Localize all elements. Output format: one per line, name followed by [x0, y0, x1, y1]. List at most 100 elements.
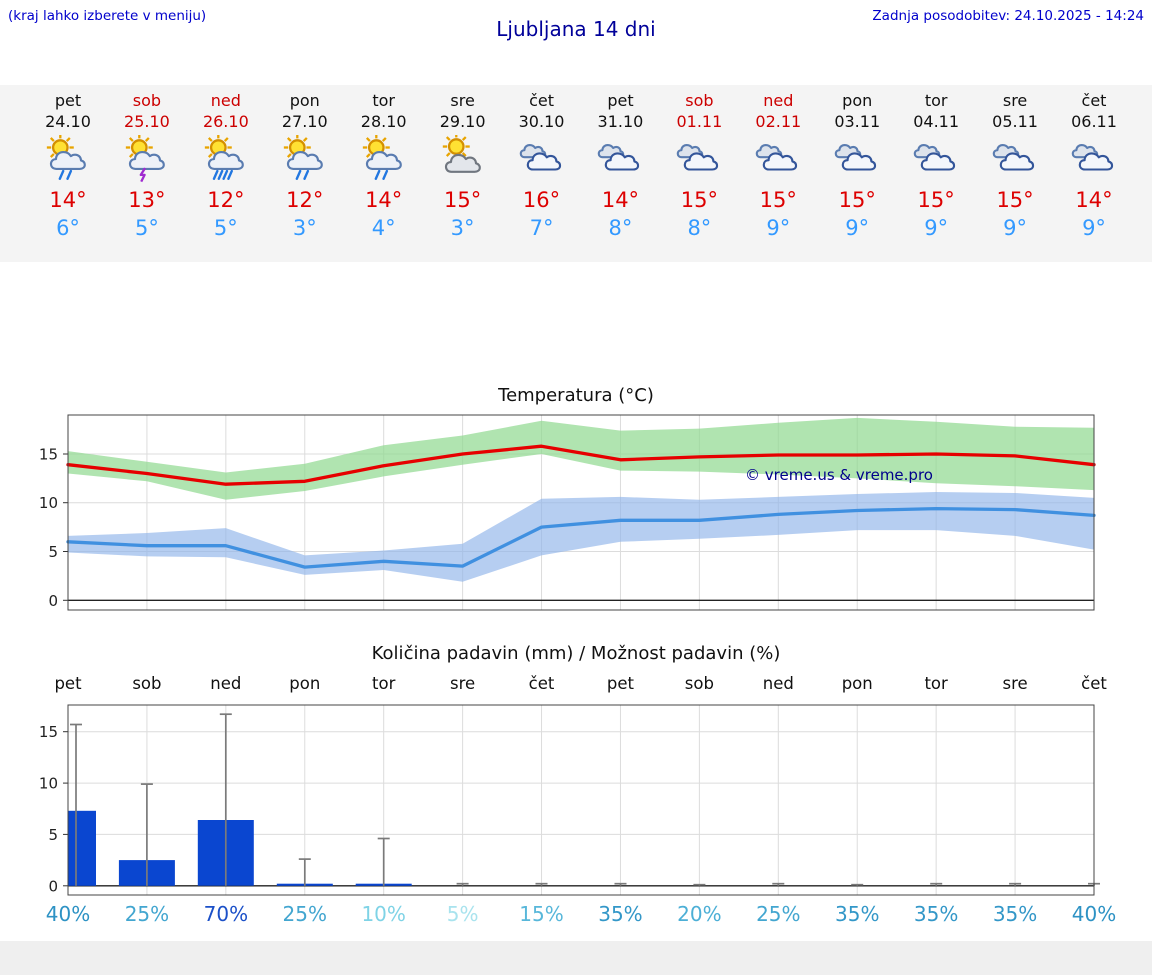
sun-cloud-showers-icon [345, 134, 423, 187]
forecast-day-06.11: čet 06.11 14° 9° [1055, 85, 1133, 240]
day-name: sre [1002, 91, 1028, 110]
y-tick-label: 10 [39, 775, 58, 793]
precip-day-label: pon [841, 674, 873, 693]
precip-probabilities: 40% 25% 70% 25% 10% 5% 15% 35% 20% 25% 35% 35% 35% 40… [0, 902, 1152, 932]
min-temp: 3° [450, 216, 475, 240]
day-name: čet [1081, 91, 1107, 110]
min-temp: 5° [134, 216, 159, 240]
day-name: pet [607, 91, 634, 110]
day-date: 03.11 [834, 112, 881, 131]
forecast-day-24.10: pet 24.10 14° 6° [29, 85, 107, 240]
day-date: 26.10 [202, 112, 249, 131]
sun-cloud-rain-icon [187, 134, 265, 187]
day-date: 25.10 [124, 112, 170, 131]
day-name: pon [289, 91, 320, 110]
day-date: 06.11 [1071, 112, 1117, 131]
precip-probability: 25% [124, 902, 170, 926]
last-update: Zadnja posodobitev: 24.10.2025 - 14:24 [872, 8, 1144, 24]
forecast-day-03.11: pon 03.11 15° 9° [818, 85, 896, 240]
precip-day-labels: pet sob ned pon tor sre čet pet sob ned pon tor sre č… [0, 674, 1152, 696]
min-temp: 4° [371, 216, 396, 240]
forecast-days: pet 24.10 14° 6° sob 25.10 13° 5° ned 26.10 12° 5° p… [0, 85, 1152, 262]
day-name: sob [685, 91, 714, 110]
sun-cloud-icon [424, 133, 502, 187]
precip-probability: 40% [1071, 902, 1117, 926]
precip-probability: 20% [677, 902, 722, 926]
cloudy-icon [976, 135, 1054, 187]
day-date: 31.10 [597, 112, 644, 131]
temperature-line [66, 506, 1096, 569]
precipitation-chart: 0 5 10 15 [39, 704, 1100, 896]
forecast-day-26.10: ned 26.10 12° 5° [187, 85, 265, 240]
y-tick-label: 5 [48, 826, 58, 844]
temperature-line [66, 444, 1096, 486]
precip-day-label: čet [528, 674, 555, 693]
day-name: ned [210, 91, 241, 110]
temperature-band [68, 492, 1094, 582]
precip-probability: 35% [992, 902, 1038, 926]
max-temp: 14° [601, 188, 640, 212]
min-temp: 8° [608, 216, 633, 240]
day-date: 30.10 [518, 112, 565, 131]
precip-day-label: sre [450, 674, 476, 693]
precip-probability: 25% [282, 902, 327, 926]
precip-day-label: ned [762, 674, 794, 693]
location-hint: (kraj lahko izberete v meniju) [8, 8, 207, 24]
day-name: pon [842, 91, 873, 110]
forecast-day-01.11: sob 01.11 15° 8° [660, 85, 738, 240]
max-temp: 16° [522, 188, 561, 212]
max-temp: 12° [207, 188, 245, 212]
precip-day-label: pon [289, 674, 321, 693]
temperature-chart: 0 5 10 15 © vreme.us & vreme.pro [39, 414, 1096, 611]
cloudy-icon [818, 135, 896, 187]
day-name: tor [924, 91, 948, 110]
forecast-day-28.10: tor 28.10 14° 4° [345, 85, 423, 240]
forecast-day-30.10: čet 30.10 16° 7° [503, 85, 581, 240]
temperature-band [68, 417, 1094, 500]
page-title: Ljubljana 14 dni [496, 17, 656, 41]
precip-probability: 15% [519, 902, 564, 926]
forecast-day-29.10: sre 29.10 15° 3° [424, 85, 502, 240]
max-temp: 15° [443, 188, 482, 212]
sun-cloud-showers-icon [266, 134, 344, 187]
y-tick-label: 15 [39, 723, 58, 741]
precip-probability: 35% [834, 902, 880, 926]
cloudy-icon [581, 135, 659, 187]
max-temp: 14° [49, 188, 87, 212]
y-tick-label: 15 [39, 446, 58, 464]
day-date: 04.11 [913, 112, 960, 131]
footer-strip [0, 941, 1152, 975]
min-temp: 9° [924, 216, 949, 240]
day-date: 27.10 [281, 112, 328, 131]
temperature-chart-title: Temperatura (°C) [498, 385, 654, 406]
cloudy-icon [739, 135, 817, 187]
precip-day-label: ned [210, 674, 242, 693]
min-temp: 8° [687, 216, 712, 240]
precip-day-label: čet [1081, 674, 1107, 693]
day-name: ned [763, 91, 794, 110]
day-name: čet [529, 91, 554, 110]
max-temp: 14° [1075, 188, 1113, 212]
plot-frame [67, 704, 1095, 896]
day-name: tor [372, 91, 395, 110]
day-date: 29.10 [439, 112, 486, 131]
precip-day-label: pet [606, 674, 635, 693]
max-temp: 15° [680, 188, 718, 212]
y-tick-label: 5 [48, 543, 58, 561]
max-temp: 13° [128, 188, 166, 212]
min-temp: 9° [845, 216, 870, 240]
plot-frame [67, 414, 1095, 611]
min-temp: 3° [292, 216, 317, 240]
precip-bar [68, 810, 96, 886]
precip-day-label: sre [1002, 674, 1028, 693]
day-date: 02.11 [755, 112, 802, 131]
precip-day-label: sob [684, 674, 714, 693]
watermark: © vreme.us & vreme.pro [745, 466, 933, 484]
precip-probability: 35% [913, 902, 959, 926]
forecast-day-02.11: ned 02.11 15° 9° [739, 85, 817, 240]
min-temp: 9° [1082, 216, 1106, 240]
precip-probability: 10% [361, 902, 406, 926]
precip-probability: 25% [756, 902, 801, 926]
forecast-day-31.10: pet 31.10 14° 8° [581, 85, 659, 240]
